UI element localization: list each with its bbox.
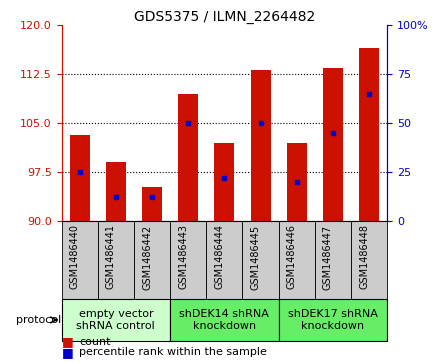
- Text: count: count: [79, 337, 111, 347]
- Bar: [70, 135, 90, 221]
- Text: protocol: protocol: [16, 315, 62, 325]
- Text: GSM1486446: GSM1486446: [287, 224, 297, 289]
- Bar: [62, 221, 98, 299]
- Bar: [170, 221, 206, 299]
- Bar: [279, 221, 315, 299]
- Text: GSM1486441: GSM1486441: [106, 224, 116, 289]
- Bar: [251, 70, 271, 221]
- Text: ■: ■: [62, 346, 77, 359]
- Text: shDEK17 shRNA
knockdown: shDEK17 shRNA knockdown: [288, 309, 378, 331]
- Bar: [98, 221, 134, 299]
- Bar: [178, 94, 198, 221]
- Bar: [315, 221, 351, 299]
- Bar: [62, 299, 170, 341]
- Bar: [351, 221, 387, 299]
- Bar: [214, 143, 235, 221]
- Text: shDEK14 shRNA
knockdown: shDEK14 shRNA knockdown: [180, 309, 269, 331]
- Bar: [323, 68, 343, 221]
- Bar: [279, 299, 387, 341]
- Bar: [242, 221, 279, 299]
- Text: GSM1486443: GSM1486443: [178, 224, 188, 289]
- Text: GSM1486448: GSM1486448: [359, 224, 369, 289]
- Bar: [359, 48, 379, 221]
- Text: GSM1486440: GSM1486440: [70, 224, 80, 289]
- Text: percentile rank within the sample: percentile rank within the sample: [79, 347, 267, 357]
- Bar: [170, 299, 279, 341]
- Text: ■: ■: [62, 335, 77, 348]
- Text: GSM1486442: GSM1486442: [142, 224, 152, 290]
- Bar: [287, 143, 307, 221]
- Title: GDS5375 / ILMN_2264482: GDS5375 / ILMN_2264482: [134, 11, 315, 24]
- Text: GSM1486444: GSM1486444: [214, 224, 224, 289]
- Bar: [106, 162, 126, 221]
- Bar: [134, 221, 170, 299]
- Text: empty vector
shRNA control: empty vector shRNA control: [77, 309, 155, 331]
- Text: GSM1486447: GSM1486447: [323, 224, 333, 290]
- Text: GSM1486445: GSM1486445: [250, 224, 260, 290]
- Bar: [206, 221, 242, 299]
- Bar: [142, 187, 162, 221]
